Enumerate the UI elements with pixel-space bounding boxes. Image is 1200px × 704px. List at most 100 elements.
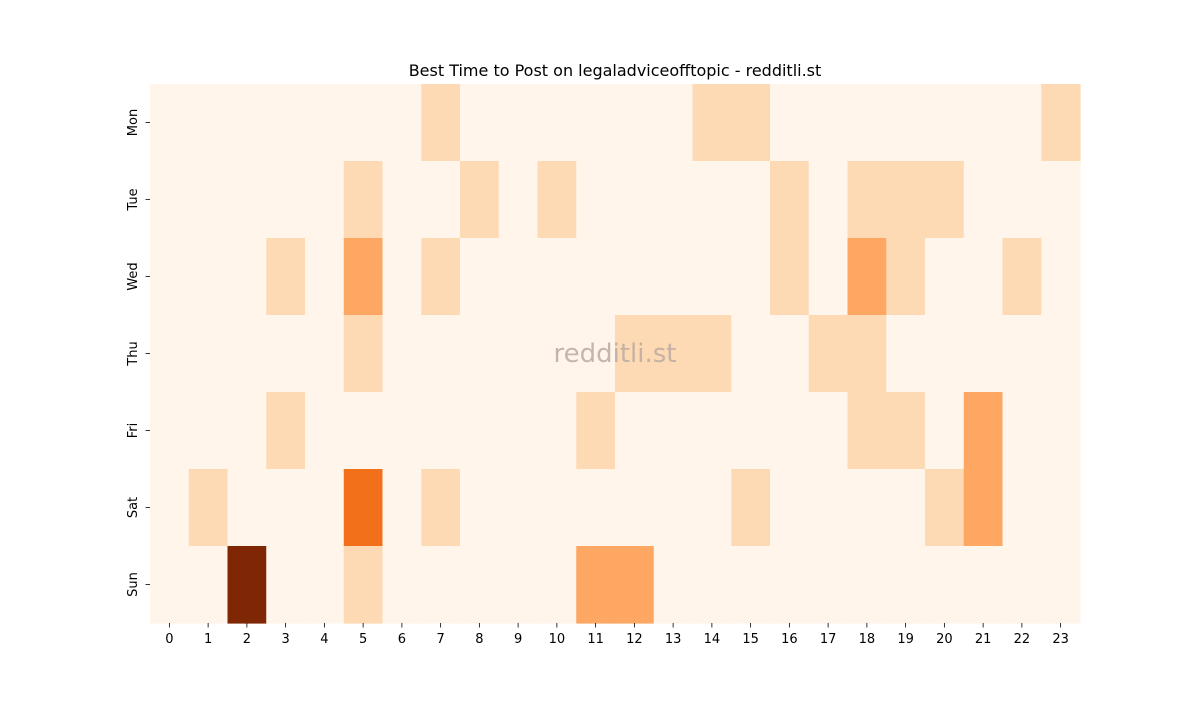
x-tick-label-7: 7 [436,632,444,647]
heatmap-cell-fri-13 [653,392,694,470]
heatmap-cell-fri-15 [731,392,771,470]
heatmap-cell-thu-7 [421,315,461,393]
heatmap-cell-sun-22 [1002,546,1042,624]
heatmap-cell-fri-4 [305,392,345,470]
y-axis: Mon Tue Wed Thu Fri Sat Sun [126,109,150,597]
heatmap-cell-sun-12 [615,546,655,624]
heatmap-cell-fri-5 [343,392,384,470]
x-tick-label-9: 9 [514,632,522,647]
heatmap-cell-mon-18 [847,84,887,162]
heatmap-cell-wed-18 [847,238,887,316]
heatmap-cell-thu-21 [963,315,1004,393]
heatmap-cell-sat-18 [847,469,887,547]
heatmap-cell-thu-20 [925,315,965,393]
heatmap-cell-tue-18 [847,161,887,239]
heatmap-cell-sat-19 [886,469,926,547]
heatmap-cell-mon-4 [305,84,345,162]
heatmap-cell-wed-1 [188,238,229,316]
heatmap-cell-sun-19 [886,546,926,624]
heatmap-cell-fri-14 [692,392,732,470]
heatmap-cell-wed-12 [615,238,655,316]
heatmap-cell-sat-8 [460,469,500,547]
heatmap-cell-fri-10 [537,392,577,470]
heatmap-cell-wed-6 [382,238,422,316]
y-tick-label-sun: Sun [126,572,141,597]
heatmap-cell-tue-7 [421,161,461,239]
heatmap-cell-thu-16 [770,315,810,393]
y-tick-label-sat: Sat [126,497,141,518]
heatmap-cell-fri-18 [847,392,887,470]
heatmap-cell-mon-15 [731,84,771,162]
heatmap-cell-thu-19 [886,315,926,393]
heatmap-cell-sun-4 [305,546,345,624]
heatmap-cell-sun-1 [188,546,229,624]
heatmap-cell-thu-15 [731,315,771,393]
heatmap-cell-sun-10 [537,546,577,624]
heatmap-cell-sat-1 [188,469,229,547]
heatmap-cell-sat-13 [653,469,694,547]
x-tick-label-23: 23 [1052,632,1069,647]
heatmap-cell-fri-9 [498,392,539,470]
heatmap-cell-sun-20 [925,546,965,624]
heatmap-cell-wed-13 [653,238,694,316]
heatmap-cell-tue-6 [382,161,422,239]
heatmap-cell-sun-14 [692,546,732,624]
heatmap-cell-mon-0 [150,84,190,162]
heatmap-cell-thu-5 [343,315,384,393]
x-tick-label-13: 13 [665,632,682,647]
heatmap-cell-sun-13 [653,546,694,624]
heatmap-cell-wed-8 [460,238,500,316]
heatmap-cell-tue-2 [227,161,267,239]
heatmap-cell-sat-2 [227,469,267,547]
heatmap-cell-fri-2 [227,392,267,470]
chart-title: Best Time to Post on legaladviceofftopic… [409,61,822,80]
heatmap-cell-fri-16 [770,392,810,470]
heatmap-cell-sat-11 [576,469,616,547]
heatmap-cell-tue-9 [498,161,539,239]
heatmap-cell-sat-14 [692,469,732,547]
heatmap-cell-wed-17 [808,238,849,316]
heatmap-cell-sat-6 [382,469,422,547]
heatmap-cell-wed-22 [1002,238,1042,316]
heatmap-cell-thu-18 [847,315,887,393]
heatmap-cell-fri-8 [460,392,500,470]
heatmap-cell-mon-7 [421,84,461,162]
x-tick-label-19: 19 [897,632,914,647]
heatmap-cell-sat-9 [498,469,539,547]
x-tick-label-2: 2 [243,632,251,647]
heatmap-cell-tue-21 [963,161,1004,239]
x-tick-label-18: 18 [859,632,876,647]
heatmap-cell-sat-7 [421,469,461,547]
heatmap-cell-tue-17 [808,161,849,239]
heatmap-cell-mon-9 [498,84,539,162]
y-tick-label-wed: Wed [126,262,141,290]
heatmap-cell-sat-17 [808,469,849,547]
heatmap-cell-thu-9 [498,315,539,393]
y-tick-label-mon: Mon [126,109,141,136]
heatmap-cell-sat-23 [1041,469,1081,547]
heatmap-cell-mon-13 [653,84,694,162]
heatmap-cell-mon-8 [460,84,500,162]
heatmap-cell-mon-2 [227,84,267,162]
y-tick-label-thu: Thu [126,341,141,366]
heatmap-cell-sun-16 [770,546,810,624]
heatmap-cell-thu-11 [576,315,616,393]
heatmap-cell-wed-3 [266,238,306,316]
heatmap-cell-wed-11 [576,238,616,316]
heatmap-cell-mon-22 [1002,84,1042,162]
heatmap-cell-tue-14 [692,161,732,239]
heatmap-cell-sun-21 [963,546,1004,624]
heatmap-cell-tue-12 [615,161,655,239]
heatmap-cell-wed-15 [731,238,771,316]
heatmap-cell-tue-23 [1041,161,1081,239]
heatmap-cell-tue-20 [925,161,965,239]
heatmap-cell-sat-15 [731,469,771,547]
heatmap-cell-thu-10 [537,315,577,393]
heatmap-cell-thu-12 [615,315,655,393]
x-tick-label-16: 16 [781,632,798,647]
heatmap-cell-fri-12 [615,392,655,470]
heatmap-cell-sat-12 [615,469,655,547]
heatmap-cell-wed-5 [343,238,384,316]
heatmap-cell-sun-17 [808,546,849,624]
